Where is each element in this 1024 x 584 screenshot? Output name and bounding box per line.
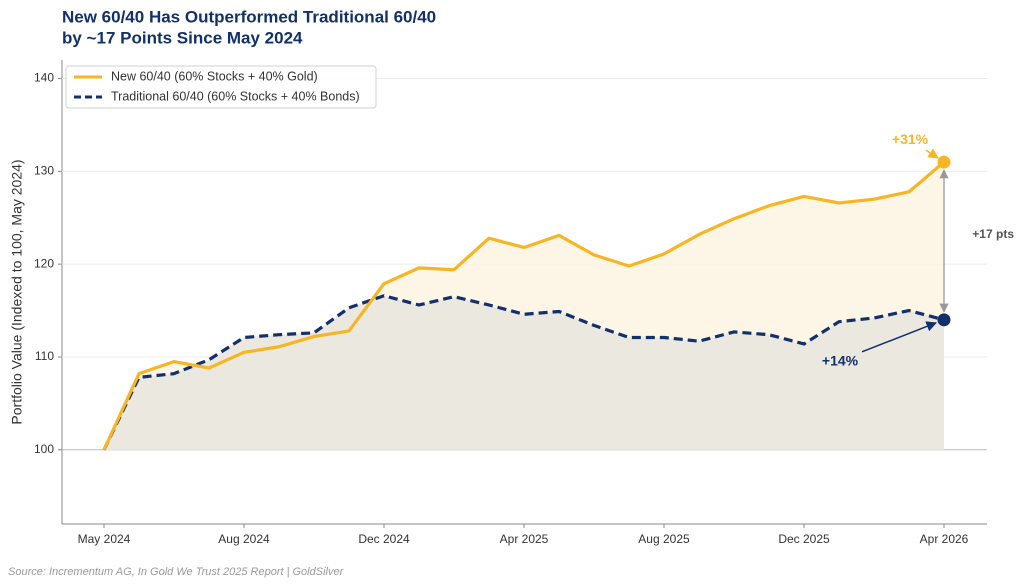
y-tick-label: 120 bbox=[34, 256, 54, 270]
y-axis-label: Portfolio Value (Indexed to 100, May 202… bbox=[9, 159, 25, 424]
chart-title: by ~17 Points Since May 2024 bbox=[62, 28, 303, 47]
area-fill bbox=[104, 295, 944, 450]
annotation-arrow bbox=[925, 148, 939, 159]
x-tick-label: Dec 2025 bbox=[778, 532, 830, 546]
annotation: +14% bbox=[822, 353, 859, 369]
x-tick-label: May 2024 bbox=[78, 532, 131, 546]
y-tick-label: 140 bbox=[34, 71, 54, 85]
chart-title: New 60/40 Has Outperformed Traditional 6… bbox=[62, 7, 436, 26]
x-tick-label: Apr 2026 bbox=[920, 532, 969, 546]
annotation: +31% bbox=[892, 131, 929, 147]
x-tick-label: Dec 2024 bbox=[358, 532, 410, 546]
legend-label: New 60/40 (60% Stocks + 40% Gold) bbox=[111, 69, 318, 83]
x-tick-label: Aug 2024 bbox=[218, 532, 270, 546]
series-line bbox=[102, 160, 946, 451]
legend-label: Traditional 60/40 (60% Stocks + 40% Bond… bbox=[111, 89, 360, 103]
annotation-arrow bbox=[861, 321, 937, 353]
end-marker bbox=[937, 313, 951, 327]
source: Source: Incrementum AG, In Gold We Trust… bbox=[8, 566, 345, 578]
legend-box bbox=[65, 65, 377, 109]
y-tick-label: 100 bbox=[34, 442, 54, 456]
x-tick-label: Apr 2025 bbox=[500, 532, 549, 546]
series-line bbox=[102, 294, 945, 451]
y-tick-label: 110 bbox=[35, 349, 54, 363]
x-tick-label: Aug 2025 bbox=[638, 532, 690, 546]
end-marker bbox=[937, 155, 951, 169]
annotation: +17 pts bbox=[972, 227, 1014, 241]
y-tick-label: 130 bbox=[34, 164, 54, 178]
